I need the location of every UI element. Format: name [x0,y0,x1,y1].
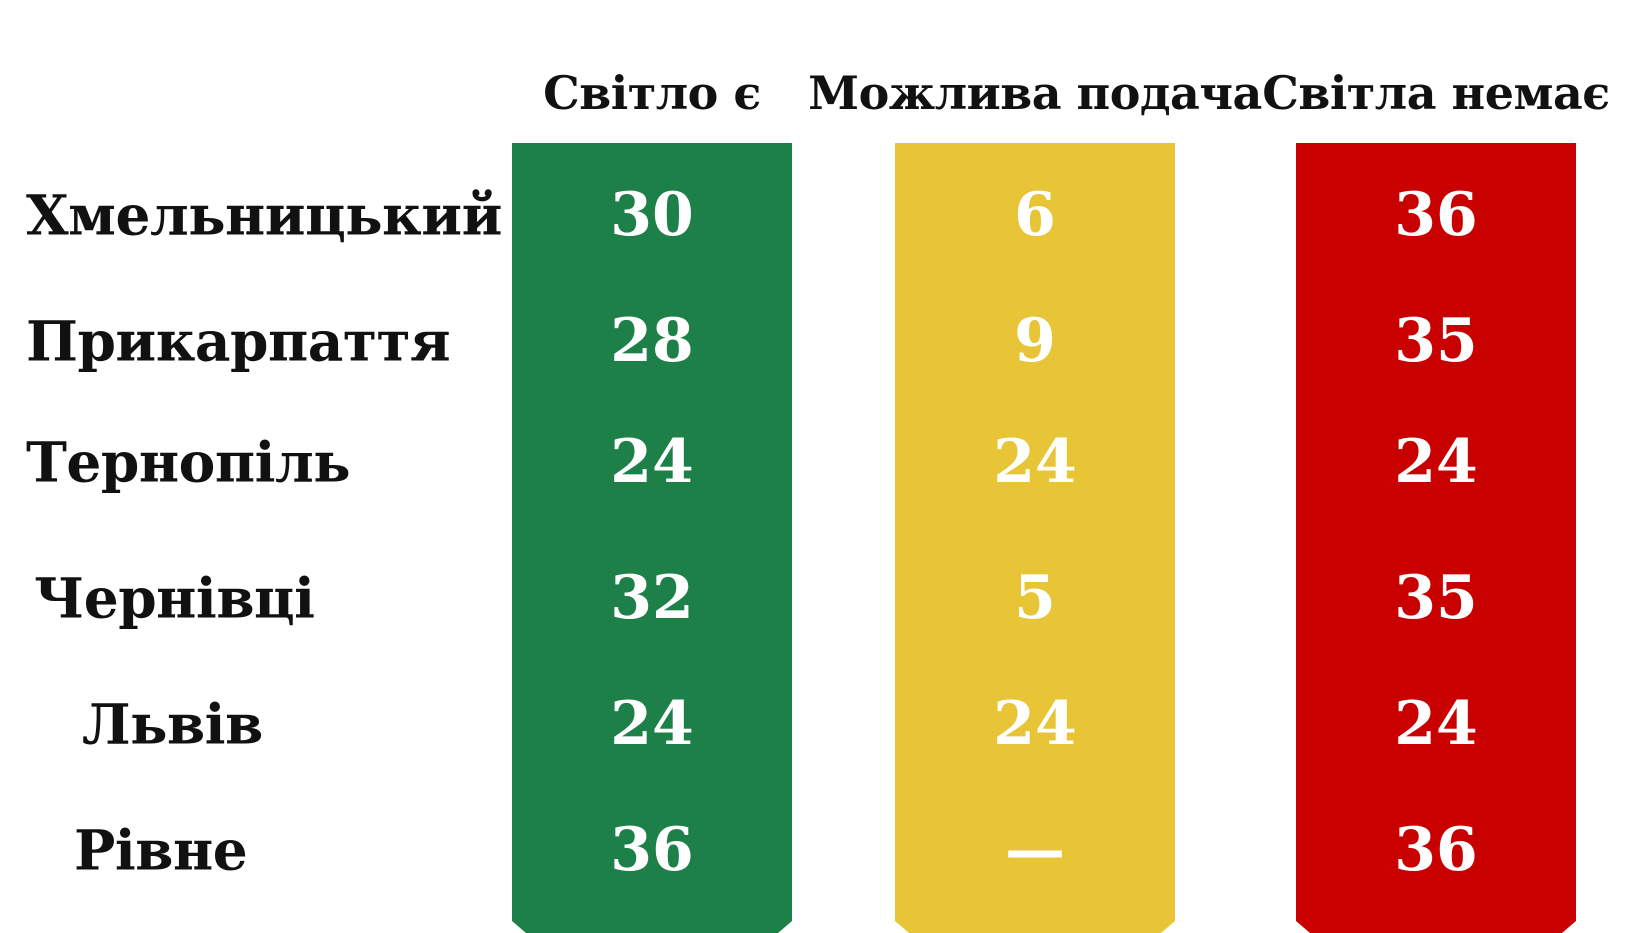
cell-value: 24 [610,689,694,759]
row-label: Рівне [74,817,248,883]
row-label: Чернівці [34,565,315,631]
cell-value: 6 [1014,180,1056,250]
column-header: Можлива подача [808,66,1262,120]
cell-value: 35 [1394,306,1478,376]
column-header: Світла немає [1262,66,1610,120]
cell-value: 5 [1014,563,1056,633]
cell-value: 24 [993,689,1077,759]
cell-value: 32 [610,563,694,633]
column-header: Світло є [543,66,761,120]
cell-value: 9 [1014,306,1056,376]
column-bar-3 [1296,143,1576,933]
cell-value: 36 [610,815,694,885]
row-label: Прикарпаття [26,308,451,374]
row-label: Хмельницький [26,182,502,248]
cell-value: 36 [1394,180,1478,250]
cell-value: 24 [1394,689,1478,759]
cell-value: 24 [610,427,694,497]
cell-value: 28 [610,306,694,376]
column-bar-2 [895,143,1175,933]
cell-value: 36 [1394,815,1478,885]
cell-value: 24 [1394,427,1478,497]
column-bar-1 [512,143,792,933]
cell-value: 24 [993,427,1077,497]
row-label: Тернопіль [26,429,351,495]
cell-value: — [1005,815,1065,885]
cell-value: 35 [1394,563,1478,633]
cell-value: 30 [610,180,694,250]
row-label: Львів [82,691,263,757]
